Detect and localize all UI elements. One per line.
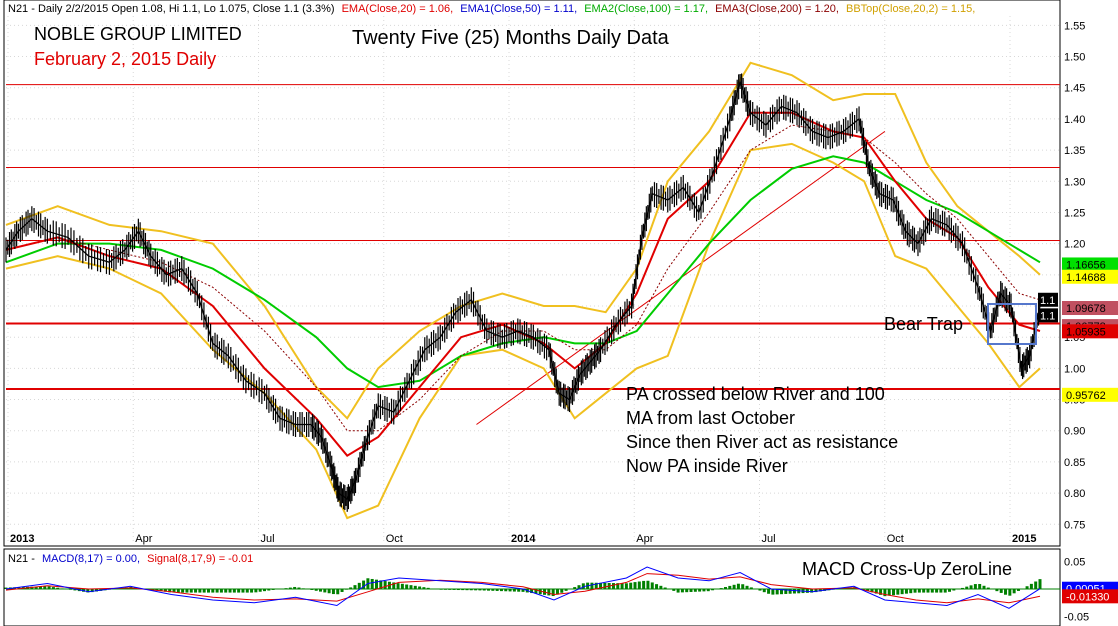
macd-label: MACD Cross-Up ZeroLine xyxy=(802,559,1012,579)
ema100-line xyxy=(5,155,1041,389)
x-tick-label: Jul xyxy=(762,533,776,545)
y-tick-label: 1.35 xyxy=(1064,145,1085,157)
price-tag xyxy=(1038,308,1058,323)
y-tick-label: 1.55 xyxy=(1064,20,1085,32)
price-tag-label: 1.1 xyxy=(1040,295,1055,307)
macd-header: N21 - MACD(8,17) = 0.00, Signal(8,17,9) … xyxy=(8,553,253,565)
x-tick-label: Apr xyxy=(135,533,152,545)
company-title: NOBLE GROUP LIMITED xyxy=(34,24,242,44)
macd-y-tick-label: 0.05 xyxy=(1064,557,1085,569)
header-ema100: EMA2(Close,100) = 1.17, xyxy=(584,3,708,15)
macd-line xyxy=(5,566,1041,609)
y-tick-label: 0.80 xyxy=(1064,488,1085,500)
x-axis-ticks: 2013 Apr Jul Oct 2014 Apr Jul Oct 2015 xyxy=(10,533,1036,545)
macd-value-badge xyxy=(1062,589,1118,604)
bear-trap-label: Bear Trap xyxy=(884,314,963,334)
value-badge-label: 1.16656 xyxy=(1066,259,1106,271)
value-badge xyxy=(1062,269,1118,284)
y-tick-label: 1.40 xyxy=(1064,114,1085,126)
x-tick-label: 2015 xyxy=(1012,533,1036,545)
bear-trap-box xyxy=(987,303,1037,345)
header-ema50: EMA1(Close,50) = 1.11, xyxy=(460,3,577,15)
macd-series xyxy=(4,566,1060,609)
price-line xyxy=(5,79,1041,501)
x-tick-label: Apr xyxy=(636,533,653,545)
date-title: February 2, 2015 Daily xyxy=(34,49,216,69)
macd-value-badges: 0.00051-0.01330 xyxy=(1062,581,1118,604)
price-tag-label: 1.1 xyxy=(1040,310,1055,322)
bb-upper-line xyxy=(5,61,1041,420)
note-line-3: Since then River act as resistance xyxy=(626,432,898,452)
value-badge-label: 0.95762 xyxy=(1066,390,1106,402)
value-badges: 1.166561.146881.096781.067781.059350.957… xyxy=(1038,257,1118,402)
macd-header-symbol: N21 - xyxy=(8,553,35,565)
value-badge xyxy=(1062,324,1118,339)
price-header: N21 - Daily 2/2/2015 Open 1.08, Hi 1.1, … xyxy=(8,3,975,15)
value-badge-label: 1.05935 xyxy=(1066,326,1106,338)
y-tick-label: 0.90 xyxy=(1064,426,1085,438)
value-badge-label: 1.14688 xyxy=(1066,272,1106,284)
y-tick-label: 1.50 xyxy=(1064,52,1085,64)
x-tick-label: Jul xyxy=(261,533,275,545)
macd-header-signal: Signal(8,17,9) = -0.01 xyxy=(147,553,253,565)
price-tag xyxy=(1038,292,1058,307)
x-tick-label: 2013 xyxy=(10,533,34,545)
y-tick-label: 1.20 xyxy=(1064,239,1085,251)
x-tick-label: Oct xyxy=(887,533,904,545)
macd-header-macd: MACD(8,17) = 0.00, xyxy=(42,553,140,565)
note-line-4: Now PA inside River xyxy=(626,456,788,476)
value-badge xyxy=(1062,301,1118,316)
y-tick-label: 0.75 xyxy=(1064,519,1085,531)
note-line-2: MA from last October xyxy=(626,408,795,428)
macd-panel-bg xyxy=(3,548,1061,626)
value-badge-label: 1.09678 xyxy=(1066,303,1106,315)
y-tick-label: 1.45 xyxy=(1064,83,1085,95)
macd-y-tick-label: -0.05 xyxy=(1064,612,1089,624)
value-badge xyxy=(1062,387,1118,402)
y-tick-label: 1.30 xyxy=(1064,176,1085,188)
header-symbol: N21 - Daily 2/2/2015 Open 1.08, Hi 1.1, … xyxy=(8,3,335,15)
macd-value-badge-label: -0.01330 xyxy=(1066,591,1109,603)
x-tick-label: Oct xyxy=(386,533,403,545)
x-tick-label: 2014 xyxy=(511,533,536,545)
y-tick-label: 1.25 xyxy=(1064,207,1085,219)
header-ema20: EMA(Close,20) = 1.06, xyxy=(342,3,454,15)
value-badge xyxy=(1062,257,1118,272)
price-series xyxy=(5,61,1041,520)
note-line-1: PA crossed below River and 100 xyxy=(626,384,885,404)
y-tick-label: 1.00 xyxy=(1064,363,1085,375)
chart-heading: Twenty Five (25) Months Daily Data xyxy=(352,27,670,49)
y-tick-label: 0.85 xyxy=(1064,457,1085,469)
header-bbtop: BBTop(Close,20,2) = 1.15, xyxy=(846,3,975,15)
header-ema200: EMA3(Close,200) = 1.20, xyxy=(715,3,839,15)
